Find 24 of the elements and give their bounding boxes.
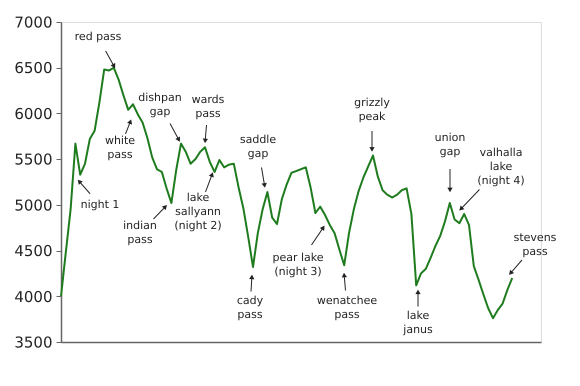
- annotation: union gap: [434, 131, 466, 158]
- y-tick-label: 6000: [14, 104, 52, 123]
- annotation: grizzly peak: [354, 96, 390, 123]
- annotation: cady pass: [236, 294, 264, 321]
- y-tick-label: 4500: [14, 242, 52, 260]
- annotation: night 1: [80, 198, 120, 211]
- annotation: stevens pass: [514, 231, 557, 258]
- annotation: lake sallyann (night 2): [174, 191, 222, 232]
- y-tick-label: 7000: [14, 14, 52, 32]
- annotation: wenatchee pass: [316, 294, 378, 321]
- y-tick-label: 4000: [14, 288, 52, 306]
- annotation: valhalla lake (night 4): [477, 146, 525, 187]
- y-tick-label: 6500: [14, 59, 52, 78]
- annotation: pear lake (night 3): [272, 251, 324, 278]
- annotation: lake janus: [402, 309, 433, 336]
- annotation: red pass: [74, 30, 122, 43]
- annotation: white pass: [104, 134, 136, 161]
- annotation: indian pass: [123, 219, 157, 246]
- annotation: dishpan gap: [138, 91, 182, 118]
- y-tick-label: 5500: [14, 150, 52, 169]
- annotation: wards pass: [192, 93, 225, 120]
- y-tick-label: 5000: [14, 196, 52, 214]
- annotation: saddle gap: [240, 133, 276, 160]
- y-tick-label: 3500: [14, 334, 52, 352]
